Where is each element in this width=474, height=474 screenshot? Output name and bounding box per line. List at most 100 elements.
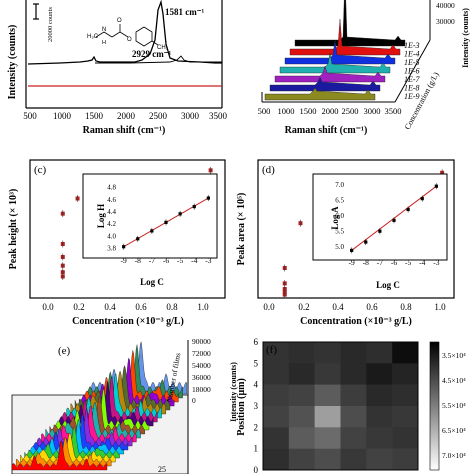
colorbar-tick-label: 7.0×10⁴ xyxy=(442,451,466,460)
b-x-axis-label: Raman shift (cm⁻¹) xyxy=(285,125,368,136)
spectrum-1E-8 xyxy=(269,76,381,92)
heatmap-cell xyxy=(288,448,315,471)
peak-2929-label: 2929 cm⁻¹ xyxy=(132,49,171,59)
d-y-axis-label: Peak area (× 10⁵) xyxy=(236,193,247,266)
heatmap-cell xyxy=(263,363,290,385)
spectrum-black xyxy=(27,0,222,65)
heatmap-cell xyxy=(288,342,315,364)
inset-y-tick: 4.2 xyxy=(107,220,116,228)
heatmap-cell xyxy=(263,342,290,364)
heatmap-cell xyxy=(340,427,367,449)
y-tick-label: 5 xyxy=(254,358,259,368)
inset-y-tick: 5.0 xyxy=(335,243,344,251)
heatmap-cell xyxy=(392,384,419,407)
heatmap-cell xyxy=(263,406,290,428)
y-tick-label: 6 xyxy=(254,337,259,347)
inset-y-tick: 6.5 xyxy=(335,197,344,205)
molecule-o-label: O xyxy=(117,18,122,24)
y-tick-label: 4 xyxy=(254,380,259,390)
inset-x-tick: -7 xyxy=(149,256,155,265)
colorbar-tick-label: 3.5×10⁴ xyxy=(442,351,466,360)
inset-x-tick: -5 xyxy=(177,256,183,265)
heatmap-cell xyxy=(366,427,393,449)
panel-e-label: (e) xyxy=(58,345,71,357)
inset-x-tick: -6 xyxy=(163,256,169,265)
inset-x-tick: -8 xyxy=(135,256,141,265)
colorbar-tick-label: 6.5×10⁴ xyxy=(442,426,466,435)
panel-d-label: (d) xyxy=(262,164,275,176)
x-axis-label: Raman shift (cm⁻¹) xyxy=(83,125,166,136)
inset-y-tick: 5.5 xyxy=(335,228,344,236)
b-z-axis-label: Intensity (counts) xyxy=(461,8,470,68)
heatmap-cell xyxy=(366,384,393,407)
heatmap-cell xyxy=(366,448,393,471)
z-tick-label: 18000 xyxy=(192,385,211,394)
film-spectrum xyxy=(16,436,112,467)
colorbar-tick-label: 5.5×10⁴ xyxy=(442,401,466,410)
panel-f: (f) 6 5 4 3 2 1 0 Position (μm) 3.5×10⁴ 4.5×10⁴… xyxy=(236,337,466,474)
panel-b: 40000 30000 Intensity (counts) 1E-31E-41… xyxy=(258,0,470,136)
inset-x-tick: -8 xyxy=(363,258,369,267)
inset-y-tick: 4.4 xyxy=(107,208,116,216)
heatmap-cell xyxy=(392,448,419,471)
d-inset-x-label: Log C xyxy=(376,280,400,290)
concentration-label: 1E-5 xyxy=(404,58,420,67)
concentration-label: 1E-6 xyxy=(404,67,420,76)
y-tick-label: 0 xyxy=(254,465,259,474)
heatmap-cell xyxy=(366,363,393,385)
concentration-label: 1E-9 xyxy=(404,92,420,101)
heatmap-cell xyxy=(392,406,419,428)
heatmap-cell xyxy=(263,427,290,449)
molecule-o2-label: O xyxy=(127,37,132,43)
y-tick-label: 3 xyxy=(254,401,259,411)
x-tick-label: 0.0 0.2 0.4 0.6 0.8 1.0 xyxy=(42,302,209,312)
colorbar xyxy=(429,341,440,471)
x-tick-label: 500 1000 1500 2000 2500 3000 3500 xyxy=(23,111,227,121)
z-tick-label: 90000 xyxy=(192,337,211,346)
spectrum-1E-3 xyxy=(294,0,406,47)
molecule-n-label: N xyxy=(102,27,106,33)
f-y-axis-label: Position (μm) xyxy=(236,378,247,436)
e-z-ticks: 90000 72000 54000 36000 18000 0 xyxy=(192,337,211,405)
d-x-axis-label: Concentration (×10⁻³ g/L) xyxy=(300,316,412,327)
inset-x-tick: -3 xyxy=(433,258,439,267)
panel-c-label: (c) xyxy=(34,164,47,176)
spectrum-1E-9 xyxy=(264,87,376,101)
panel-d: (d) -9 -8 -7 -6 -5 -4 -3 5.0 5.5 6.0 6.5 7.0 0.0 0.2… xyxy=(236,159,455,327)
z-tick-label: 54000 xyxy=(192,361,211,370)
inset-y-tick: 6.0 xyxy=(335,212,344,220)
molecule-h3c-label: H₃C xyxy=(87,34,99,40)
inset-y-tick: 4.6 xyxy=(107,196,116,204)
heatmap-cell xyxy=(288,406,315,428)
concentration-label: 1E-4 xyxy=(404,50,420,59)
heatmap-cell xyxy=(366,342,393,364)
heatmap-cell xyxy=(263,448,290,471)
inset-x-tick: -3 xyxy=(205,256,211,265)
heatmap-cell xyxy=(340,342,367,364)
inset-x-tick: -4 xyxy=(419,258,425,267)
inset-x-tick: -6 xyxy=(391,258,397,267)
x-tick-label: 0.0 0.2 0.4 0.6 0.8 1.0 xyxy=(263,302,446,312)
concentration-label: 1E-8 xyxy=(404,84,420,93)
heatmap-cell xyxy=(314,406,341,428)
z-tick-label: 40000 xyxy=(436,1,455,10)
inset-y-tick: 7.0 xyxy=(335,181,344,189)
concentration-label: 1E-3 xyxy=(404,41,420,50)
x-tick-label: 500 1000 1500 2000 2500 3000 3500 xyxy=(258,106,402,116)
concentration-labels: 1E-31E-41E-51E-61E-71E-81E-9 xyxy=(404,41,421,101)
heatmap-cell xyxy=(314,448,341,471)
z-tick-label: 30000 xyxy=(436,17,455,26)
z-tick-label: 36000 xyxy=(192,373,211,382)
panel-c: (c) -9 -8 -7 -6 -5 -4 -3 3.8 4.0 4.2 4.4 4.6 4.8 0.0… xyxy=(8,159,226,327)
c-inset-x-label: Log C xyxy=(140,277,164,287)
heatmap-cell xyxy=(288,363,315,385)
scale-bar-label: 20000 counts xyxy=(47,7,54,42)
heatmap-cell xyxy=(314,427,341,449)
heatmap-cell xyxy=(340,448,367,471)
d-inset-y-label: Log A xyxy=(330,206,340,230)
spectrum-1E-7 xyxy=(274,65,386,83)
c-y-axis-label: Peak height (× 10³) xyxy=(8,189,19,270)
spectrum-1E-6 xyxy=(279,52,391,74)
z-tick-label: 72000 xyxy=(192,349,211,358)
z-tick-label: 0 xyxy=(192,396,196,405)
